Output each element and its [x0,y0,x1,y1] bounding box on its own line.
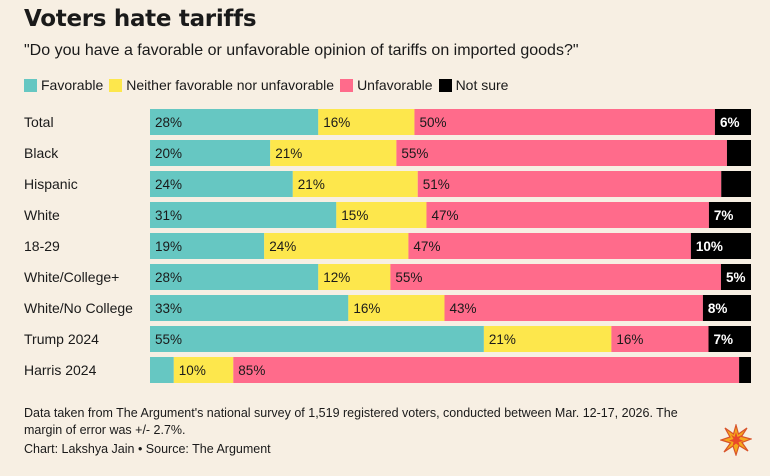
category-label-white: White [24,207,60,223]
bar-trump-2024-not [708,326,751,352]
data-label-trump-2024-neither: 21% [489,332,516,347]
category-label-18-29: 18-29 [24,238,60,254]
data-label-18-29-neither: 24% [269,239,296,254]
bar-white-neither [336,202,427,228]
bar-white-unfavorable [426,202,709,228]
bar-white-college--not [720,264,751,290]
legend-swatch-neither [109,78,123,92]
legend-item-not-sure: Not sure [438,77,509,93]
category-label-white-college-: White/College+ [24,269,119,285]
bar-white-college--unfavorable [390,264,721,290]
bar-harris-2024-favorable [150,357,174,383]
bar-total-favorable [150,109,319,135]
legend-label-favorable: Favorable [41,77,104,93]
data-label-hispanic-favorable: 24% [155,177,182,192]
data-label-18-29-not: 10% [696,239,723,254]
data-label-white-neither: 15% [341,208,368,223]
bar-total-neither [318,109,415,135]
bar-white-no-college-favorable [150,295,349,321]
bar-white-college--neither [318,264,391,290]
bar-trump-2024-favorable [150,326,484,352]
bar-white-no-college-neither [348,295,445,321]
bar-black-neither [270,140,397,166]
bar-black-favorable [150,140,271,166]
bar-hispanic-not [721,171,751,197]
bar-18-29-neither [264,233,409,259]
data-label-white-unfavorable: 47% [431,208,458,223]
bar-hispanic-unfavorable [417,171,722,197]
data-label-black-unfavorable: 55% [401,146,428,161]
footnote: Data taken from The Argument's national … [24,406,678,437]
data-label-white-no-college-favorable: 33% [155,301,182,316]
credit-line: Chart: Lakshya Jain • Source: The Argume… [24,442,271,456]
bar-hispanic-favorable [150,171,293,197]
legend-item-unfavorable: Unfavorable [340,77,433,93]
legend-item-favorable: Favorable [24,77,103,93]
bar-18-29-unfavorable [408,233,691,259]
data-label-black-favorable: 20% [155,146,182,161]
category-label-white-no-college: White/No College [24,300,133,316]
legend-label-not-sure: Not sure [455,77,509,93]
chart-subtitle: "Do you have a favorable or unfavorable … [24,42,579,59]
data-label-harris-2024-unfavorable: 85% [238,363,265,378]
bar-white-no-college-not [702,295,751,321]
legend-item-neither: Neither favorable nor unfavorable [109,77,334,93]
data-label-white-college--unfavorable: 55% [395,270,422,285]
category-label-hispanic: Hispanic [24,176,78,192]
chart-title: Voters hate tariffs [24,6,257,32]
data-label-18-29-unfavorable: 47% [413,239,440,254]
data-label-trump-2024-favorable: 55% [155,332,182,347]
stacked-bar-chart: Total 28% 16% 50% 6% Black 20% 21% 55% Hispanic 24… [24,109,751,383]
bar-18-29-not [690,233,751,259]
data-label-white-no-college-not: 8% [708,301,728,316]
data-label-trump-2024-unfavorable: 16% [616,332,643,347]
data-label-total-favorable: 28% [155,115,182,130]
bar-white-favorable [150,202,337,228]
legend: Favorable Neither favorable nor unfavora… [24,77,514,93]
legend-swatch-not-sure [438,78,452,92]
data-label-white-college--not: 5% [726,270,746,285]
data-label-trump-2024-not: 7% [714,332,734,347]
data-label-white-no-college-neither: 16% [353,301,380,316]
category-label-trump-2024: Trump 2024 [24,331,99,347]
bar-total-not [714,109,751,135]
data-label-white-no-college-unfavorable: 43% [449,301,476,316]
data-label-white-college--neither: 12% [323,270,350,285]
data-label-white-favorable: 31% [155,208,182,223]
category-label-harris-2024: Harris 2024 [24,362,97,378]
legend-swatch-unfavorable [340,78,354,92]
bar-white-not [708,202,751,228]
data-label-hispanic-neither: 21% [298,177,325,192]
data-label-hispanic-unfavorable: 51% [423,177,450,192]
data-label-white-college--favorable: 28% [155,270,182,285]
data-label-black-neither: 21% [275,146,302,161]
bar-harris-2024-not [739,357,751,383]
bar-trump-2024-unfavorable [611,326,709,352]
category-label-black: Black [24,145,59,161]
data-label-total-neither: 16% [323,115,350,130]
category-label-total: Total [24,114,54,130]
data-label-total-unfavorable: 50% [419,115,446,130]
legend-label-unfavorable: Unfavorable [357,77,433,93]
bar-18-29-favorable [150,233,265,259]
legend-label-neither: Neither favorable nor unfavorable [126,77,335,93]
bar-black-not [726,140,751,166]
bar-total-unfavorable [414,109,715,135]
bar-white-no-college-unfavorable [444,295,703,321]
bar-harris-2024-unfavorable [233,357,740,383]
legend-swatch-favorable [24,78,37,92]
bar-white-college--favorable [150,264,319,290]
bar-hispanic-neither [292,171,418,197]
data-label-white-not: 7% [714,208,734,223]
data-label-total-not: 6% [720,115,740,130]
bar-black-unfavorable [396,140,727,166]
starburst-icon [720,424,752,456]
data-label-harris-2024-neither: 10% [179,363,206,378]
bar-trump-2024-neither [483,326,612,352]
bar-harris-2024-neither [173,357,234,383]
data-label-18-29-favorable: 19% [155,239,182,254]
